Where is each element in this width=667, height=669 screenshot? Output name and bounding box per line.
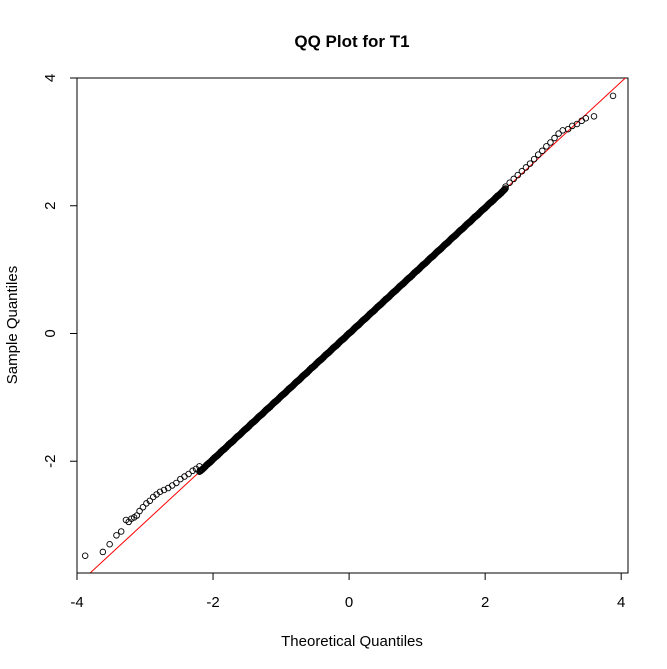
x-tick-label: -4 [70,594,83,611]
data-point [609,92,617,100]
data-point [185,470,192,478]
data-point [551,134,558,142]
data-point [189,467,196,475]
chart-title: QQ Plot for T1 [294,32,409,51]
y-tick-label: 4 [42,74,59,82]
data-point [530,155,538,163]
data-point [555,130,562,137]
data-point [117,528,125,535]
data-point [526,160,534,167]
data-point [534,151,542,158]
data-point [502,185,509,192]
y-tick-label: 2 [42,202,59,210]
data-point [502,183,509,190]
y-tick-label: -2 [42,455,59,468]
data-point [543,143,550,150]
x-tick-label: 2 [481,594,489,611]
data-point [113,532,120,539]
data-point [506,179,513,186]
y-tick-label: 0 [42,329,59,337]
x-axis-label: Theoretical Quantiles [281,633,423,650]
data-point [547,139,554,146]
data-point [139,503,147,511]
data-point [510,175,517,183]
data-point [156,488,164,496]
data-point [160,486,168,494]
data-point [99,548,107,556]
data-point [136,507,143,515]
data-point [590,113,598,120]
data-point [573,120,581,128]
data-points-layer [81,92,617,560]
data-point [181,473,188,480]
data-point [539,147,546,155]
x-tick-label: 4 [617,594,625,611]
x-tick-label: -2 [206,594,219,611]
data-point [106,541,113,548]
data-point [146,497,154,505]
data-point [177,475,184,483]
data-point [173,479,180,487]
data-point [514,171,522,179]
x-axis: -4 -2 0 2 4 [70,572,625,611]
data-point [564,125,572,133]
data-point [81,552,89,560]
data-point [559,127,566,134]
data-point [522,164,530,171]
data-point [582,114,590,122]
data-point [168,482,176,489]
y-axis-label: Sample Quantiles [4,266,21,384]
data-point [518,167,526,175]
y-axis: -2 0 2 4 [42,74,78,468]
x-tick-label: 0 [345,594,353,611]
